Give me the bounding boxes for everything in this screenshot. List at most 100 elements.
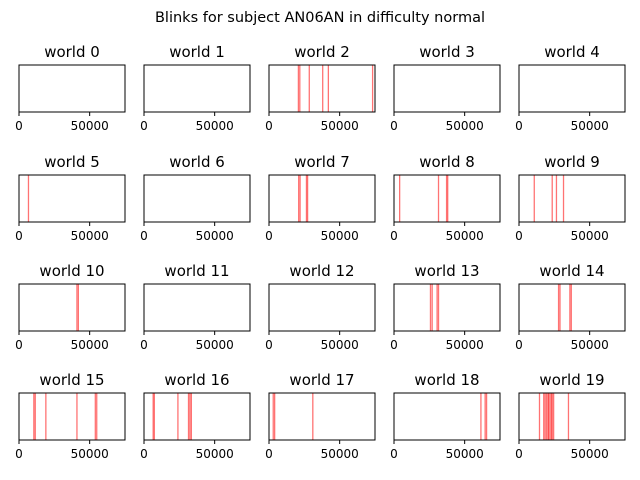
x-tick-label: 0 xyxy=(390,229,398,243)
panel-title: world 11 xyxy=(164,262,229,280)
x-tick-label: 50000 xyxy=(196,447,234,461)
x-tick-label: 0 xyxy=(140,229,148,243)
x-tick-label: 50000 xyxy=(196,338,234,352)
x-tick-label: 50000 xyxy=(321,229,359,243)
x-tick-label: 0 xyxy=(515,119,523,133)
x-tick-label: 0 xyxy=(265,119,273,133)
panel-title: world 0 xyxy=(44,43,100,61)
panel-title: world 19 xyxy=(539,371,604,389)
panel-title: world 12 xyxy=(289,262,354,280)
x-tick-label: 0 xyxy=(515,338,523,352)
x-tick-label: 0 xyxy=(15,447,23,461)
panel-frame xyxy=(143,392,251,441)
x-tick-label: 0 xyxy=(515,229,523,243)
panel-frame xyxy=(268,64,376,113)
panel-title: world 2 xyxy=(294,43,350,61)
x-tick-label: 50000 xyxy=(571,119,609,133)
panel-frame xyxy=(18,174,126,223)
x-tick-label: 0 xyxy=(265,229,273,243)
x-tick-label: 0 xyxy=(515,447,523,461)
x-tick-label: 0 xyxy=(140,447,148,461)
subplot-panel: world 18 0 50000 xyxy=(390,371,501,461)
panel-title: world 16 xyxy=(164,371,229,389)
panel-title: world 9 xyxy=(544,153,600,171)
x-tick-label: 50000 xyxy=(571,229,609,243)
panel-frame xyxy=(18,283,126,332)
panel-title: world 5 xyxy=(44,153,100,171)
panel-frame xyxy=(268,283,376,332)
panel-frame xyxy=(143,283,251,332)
x-tick-label: 50000 xyxy=(571,447,609,461)
subplot-panel: world 13 0 50000 xyxy=(390,262,501,352)
panel-frame xyxy=(518,392,626,441)
chart-title: Blinks for subject AN06AN in difficulty … xyxy=(155,10,485,26)
panel-title: world 4 xyxy=(544,43,600,61)
subplot-panel: world 17 0 50000 xyxy=(265,371,376,461)
x-tick-label: 50000 xyxy=(196,119,234,133)
x-tick-label: 0 xyxy=(15,119,23,133)
subplot-panel: world 8 0 50000 xyxy=(390,153,501,243)
panel-title: world 15 xyxy=(39,371,104,389)
x-tick-label: 0 xyxy=(265,447,273,461)
panel-title: world 10 xyxy=(39,262,104,280)
x-tick-label: 50000 xyxy=(196,229,234,243)
panel-frame xyxy=(393,64,501,113)
x-tick-label: 0 xyxy=(265,338,273,352)
x-tick-label: 50000 xyxy=(321,447,359,461)
panel-title: world 6 xyxy=(169,153,225,171)
panel-frame xyxy=(518,283,626,332)
panel-frame xyxy=(18,392,126,441)
x-tick-label: 50000 xyxy=(71,447,109,461)
subplot-panel: world 11 0 50000 xyxy=(140,262,251,352)
x-tick-label: 50000 xyxy=(71,229,109,243)
panel-frame xyxy=(268,174,376,223)
panel-frame xyxy=(393,283,501,332)
x-tick-label: 50000 xyxy=(71,119,109,133)
subplot-panel: world 15 0 50000 xyxy=(15,371,126,461)
x-tick-label: 0 xyxy=(390,338,398,352)
subplot-panel: world 1 0 50000 xyxy=(140,43,251,133)
x-tick-label: 50000 xyxy=(71,338,109,352)
panel-title: world 3 xyxy=(419,43,475,61)
subplot-panel: world 14 0 50000 xyxy=(515,262,626,352)
panel-title: world 14 xyxy=(539,262,604,280)
subplot-panel: world 4 0 50000 xyxy=(515,43,626,133)
subplot-panel: world 10 0 50000 xyxy=(15,262,126,352)
x-tick-label: 50000 xyxy=(446,119,484,133)
subplot-panel: world 5 0 50000 xyxy=(15,153,126,243)
panel-frame xyxy=(393,392,501,441)
x-tick-label: 0 xyxy=(390,119,398,133)
panel-title: world 18 xyxy=(414,371,479,389)
panel-frame xyxy=(518,64,626,113)
x-tick-label: 50000 xyxy=(446,447,484,461)
x-tick-label: 0 xyxy=(140,338,148,352)
panel-title: world 7 xyxy=(294,153,350,171)
x-tick-label: 0 xyxy=(15,229,23,243)
panel-frame xyxy=(393,174,501,223)
subplot-panel: world 19 0 50000 xyxy=(515,371,626,461)
panel-frame xyxy=(143,64,251,113)
x-tick-label: 0 xyxy=(15,338,23,352)
panel-frame xyxy=(268,392,376,441)
x-tick-label: 50000 xyxy=(571,338,609,352)
subplot-panel: world 6 0 50000 xyxy=(140,153,251,243)
subplot-panel: world 3 0 50000 xyxy=(390,43,501,133)
panel-title: world 17 xyxy=(289,371,354,389)
x-tick-label: 0 xyxy=(140,119,148,133)
panel-title: world 13 xyxy=(414,262,479,280)
panel-title: world 8 xyxy=(419,153,475,171)
x-tick-label: 50000 xyxy=(446,338,484,352)
x-tick-label: 0 xyxy=(390,447,398,461)
subplot-panel: world 16 0 50000 xyxy=(140,371,251,461)
subplot-panel: world 0 0 50000 xyxy=(15,43,126,133)
x-tick-label: 50000 xyxy=(446,229,484,243)
x-tick-label: 50000 xyxy=(321,119,359,133)
x-tick-label: 50000 xyxy=(321,338,359,352)
subplot-panel: world 9 0 50000 xyxy=(515,153,626,243)
panel-frame xyxy=(143,174,251,223)
subplot-panel: world 12 0 50000 xyxy=(265,262,376,352)
panel-frame xyxy=(18,64,126,113)
subplot-panel: world 2 0 50000 xyxy=(265,43,376,133)
